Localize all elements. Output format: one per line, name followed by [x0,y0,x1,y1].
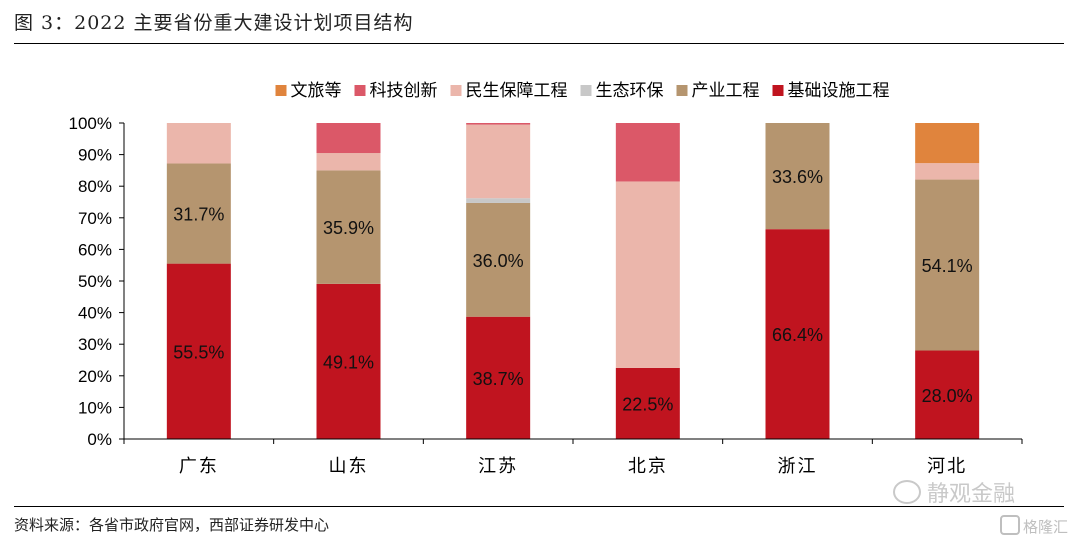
x-category-label: 浙江 [778,456,818,477]
data-label: 33.6% [772,167,823,187]
title-divider [14,43,1064,44]
source-note: 资料来源：各省市政府官网，西部证券研发中心 [14,516,330,534]
legend-label: 科技创新 [370,81,438,101]
legend-label: 基础设施工程 [788,81,890,101]
stacked-bar-chart: 0% 10% 20% 30% 40% 50% 60% 70% 80% 90% 100% 广东 山东 江苏 北… [69,81,1023,477]
x-category-label: 广东 [179,456,219,477]
bar-segment [615,123,680,182]
bar-segment [316,283,381,439]
legend-label: 生态环保 [596,81,664,101]
data-label: 49.1% [323,352,374,372]
x-category-label: 山东 [329,456,369,477]
data-label: 38.7% [473,369,524,389]
bar-segment [915,123,980,164]
y-tick-label: 50% [78,272,112,291]
data-label: 31.7% [173,205,224,225]
legend-swatch [354,85,366,96]
chart-title: 图 3：2022 主要省份重大建设计划项目结构 [14,12,414,34]
bar-segment [466,202,531,317]
bar-segment [466,124,531,199]
wechat-icon [893,480,921,504]
legend-label: 文旅等 [291,81,342,101]
legend-swatch [772,85,784,96]
data-label: 54.1% [922,256,973,276]
y-tick-label: 10% [78,398,112,417]
data-label: 22.5% [622,394,673,414]
data-label: 36.0% [473,251,524,271]
source-divider [14,506,1064,507]
bar-segment [316,123,381,154]
bar-segment [466,316,531,439]
y-tick-label: 0% [87,430,112,449]
data-label: 28.0% [922,386,973,406]
legend-swatch [580,85,592,96]
x-category-label: 江苏 [478,456,518,477]
legend-label: 产业工程 [692,81,760,101]
bar-segment [765,123,830,230]
legend-swatch [275,85,287,96]
bar-segment [166,123,231,164]
bar-segment [915,179,980,351]
watermark: 静观金融 [893,476,1015,508]
data-label: 55.5% [173,342,224,362]
y-tick-label: 20% [78,367,112,386]
legend-label: 民生保障工程 [466,81,568,101]
bar-segment [765,229,830,439]
logo-text: 格隆汇 [1023,518,1069,536]
x-category-label: 河北 [927,456,967,477]
logo: 格隆汇 [1000,515,1068,537]
y-tick-label: 60% [78,240,112,259]
legend-swatch [676,85,688,96]
bar-segment [166,163,231,264]
bar-segment [915,350,980,439]
data-label: 66.4% [772,325,823,345]
logo-icon [1000,515,1020,535]
watermark-text: 静观金融 [927,482,1016,507]
legend-swatch [450,85,462,96]
bar-segment [316,153,381,171]
y-tick-label: 80% [78,177,112,196]
data-label: 35.9% [323,218,374,238]
y-tick-label: 90% [78,146,112,165]
bar-segment [615,367,680,439]
bar-segment [316,170,381,284]
y-tick-label: 70% [78,209,112,228]
bar-segment [466,198,531,203]
y-tick-label: 30% [78,335,112,354]
bar-segment [615,181,680,368]
bar-segment [915,163,980,180]
x-category-label: 北京 [628,456,668,477]
y-tick-label: 100% [69,114,112,133]
bar-segment [166,263,231,439]
bar-segment [466,123,531,125]
y-tick-label: 40% [78,304,112,323]
